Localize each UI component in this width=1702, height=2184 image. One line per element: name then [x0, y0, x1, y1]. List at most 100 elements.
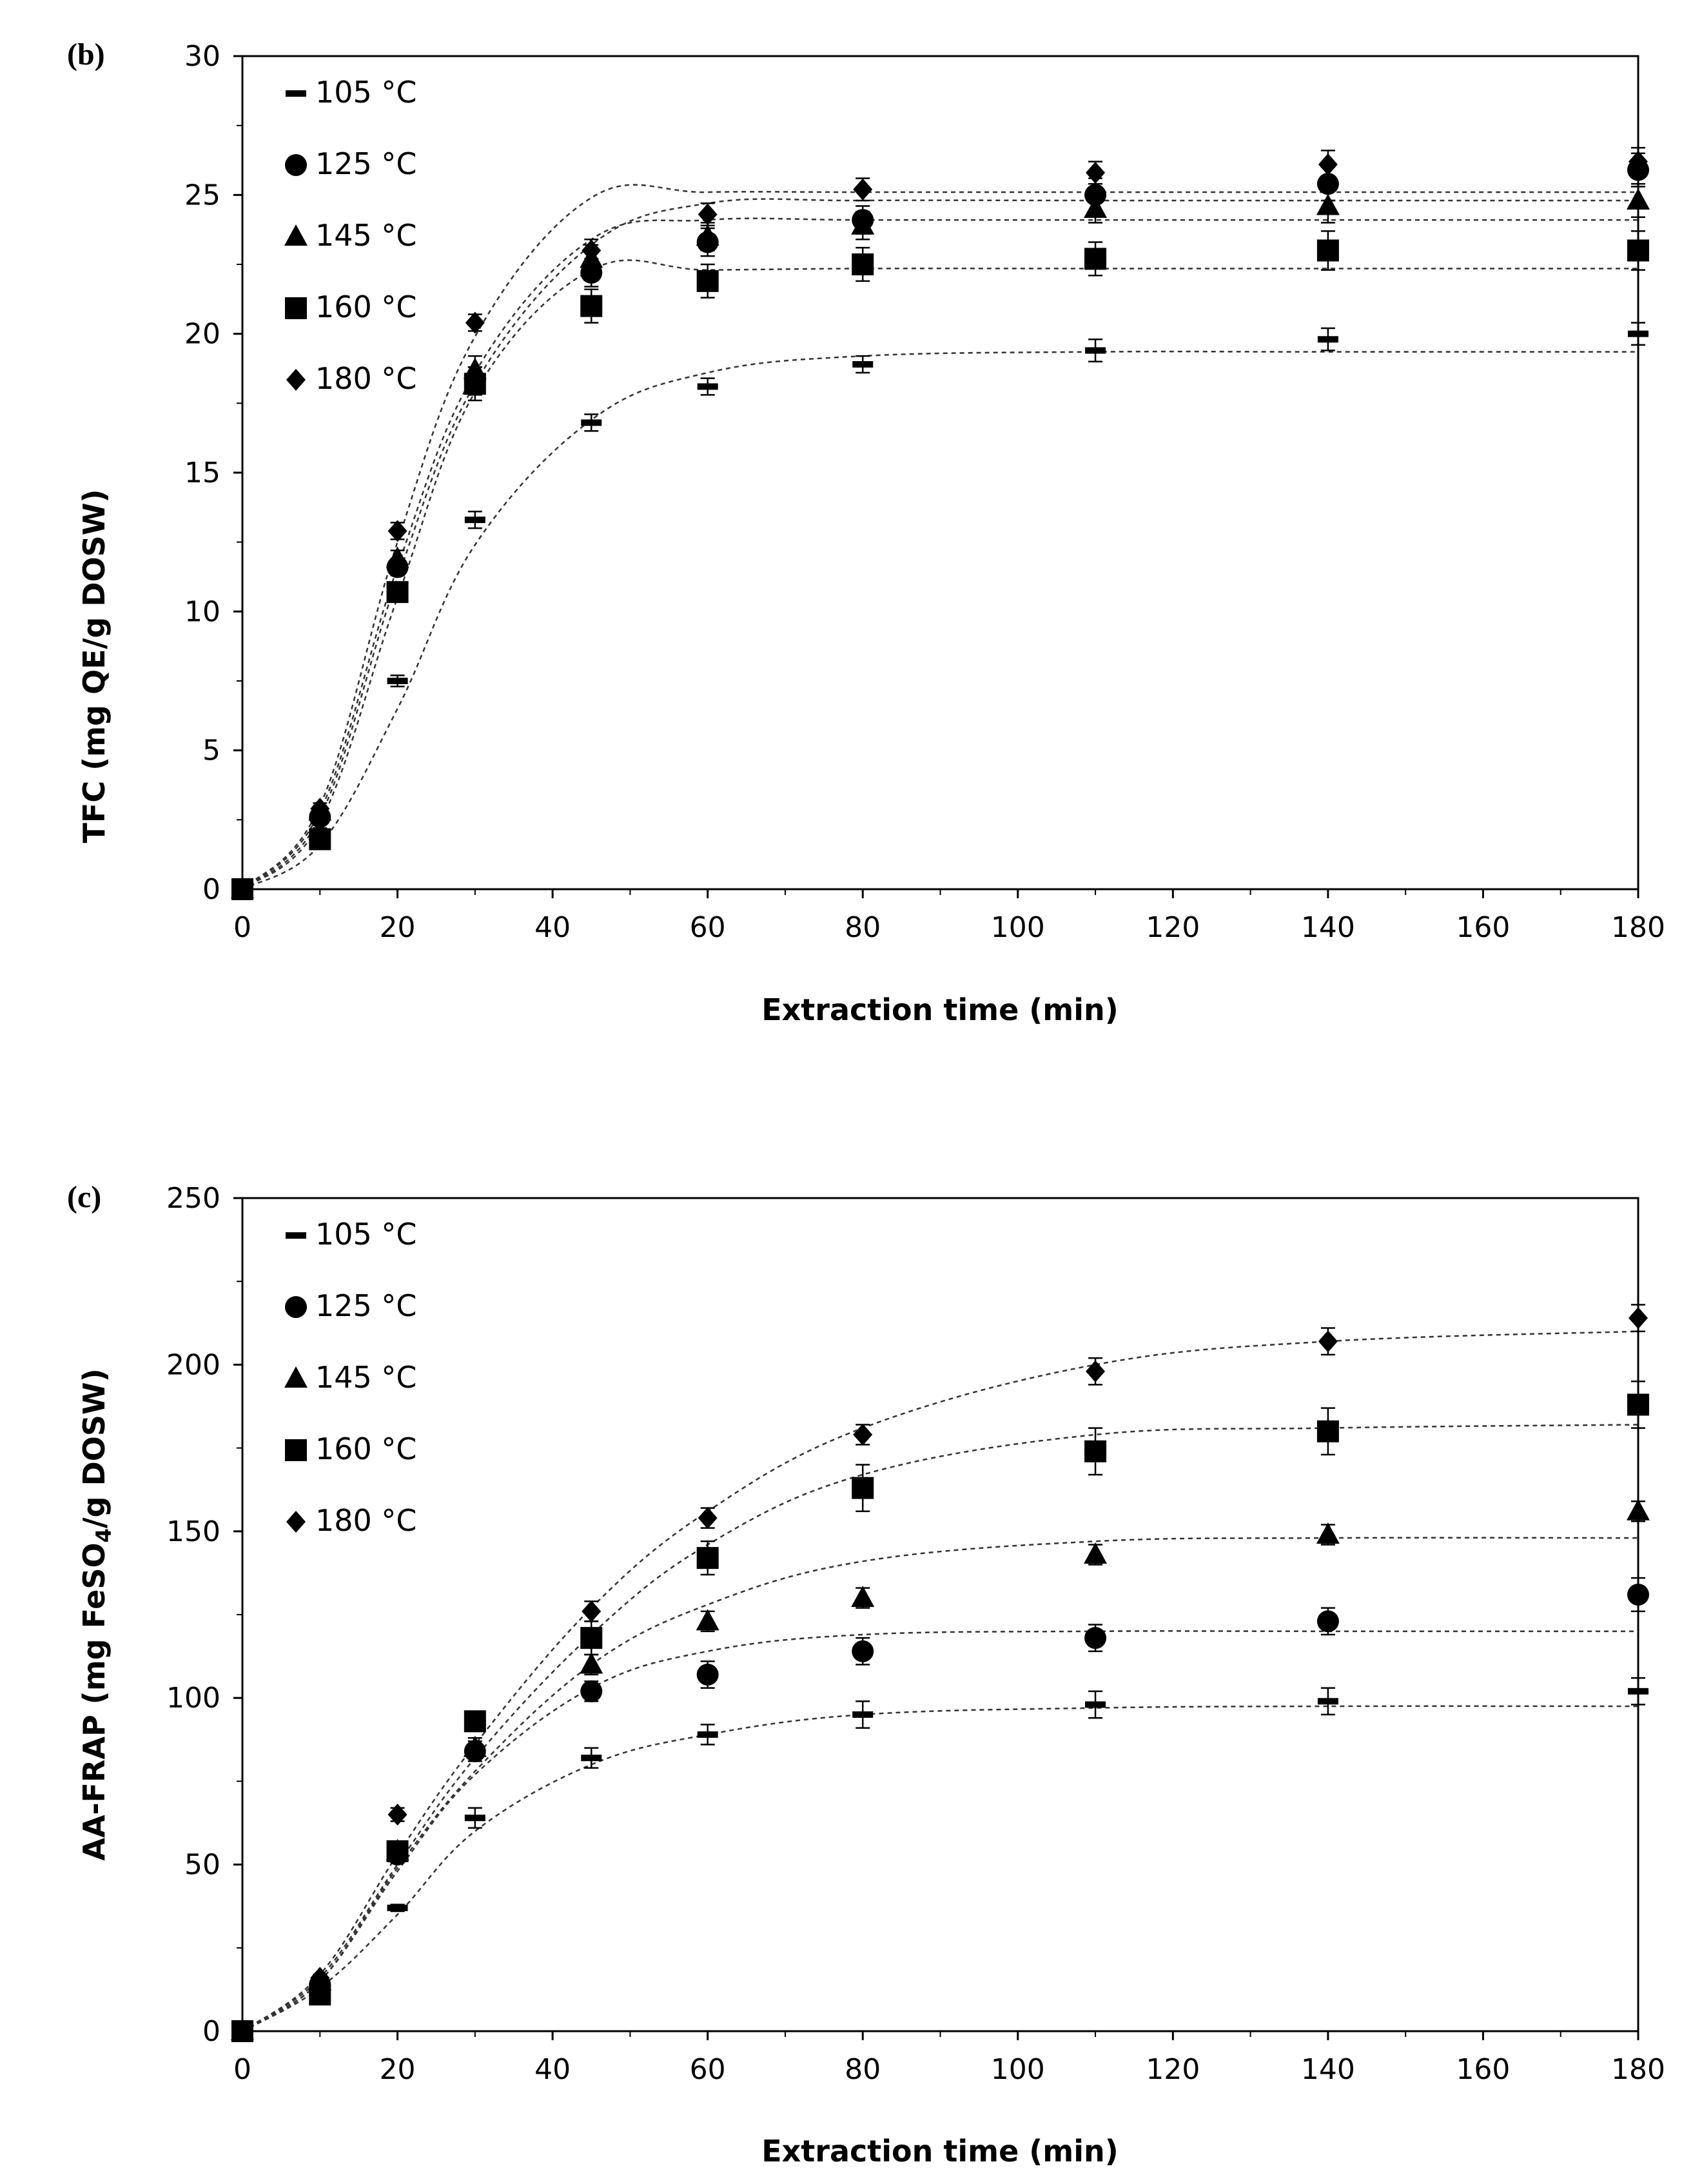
legend-label-145: 145 °C: [315, 1360, 417, 1395]
y-tick-label: 15: [184, 457, 220, 489]
data-point-105c: [581, 1755, 602, 1762]
x-tick-label: 180: [1611, 911, 1665, 944]
data-point-160c: [1084, 1440, 1107, 1462]
data-point-180c: [853, 1423, 873, 1446]
data-point-180c: [310, 1967, 330, 1989]
legend-marker-145: [284, 224, 308, 246]
legend-marker-105: [286, 90, 306, 97]
axis-ticks: 0 50 100 150 200 250 0 20 40 60 80 100 120 140 160 180: [166, 1182, 1665, 2086]
data-point-180c: [387, 1804, 407, 1826]
x-tick-label: 20: [380, 2053, 416, 2086]
fit-curves: [242, 184, 1638, 890]
data-point-125c: [852, 1640, 874, 1662]
y-axis-title: AA-FRAP (mg FeSO4/g DOSW): [77, 1368, 116, 1861]
data-point-160c: [1627, 1393, 1649, 1416]
x-tick-label: 140: [1301, 2053, 1355, 2086]
x-tick-label: 100: [991, 911, 1045, 944]
data-point-160c: [1084, 248, 1107, 270]
fit-curve-180: [242, 1330, 1639, 2032]
legend-label-125: 125 °C: [315, 1288, 417, 1323]
data-point-125c: [1084, 1627, 1107, 1649]
data-point-160c: [852, 1477, 874, 1499]
data-point-125c: [696, 1664, 719, 1686]
data-point-145c: [851, 1586, 875, 1608]
x-tick-label: 180: [1611, 2053, 1665, 2086]
x-axis-title: Extraction time (min): [761, 2134, 1119, 2169]
data-point-160c: [696, 270, 719, 292]
data-point-180c: [310, 798, 330, 820]
data-marks: [231, 1304, 1650, 2042]
data-point-105c: [581, 419, 602, 426]
data-point-145c: [851, 213, 875, 235]
legend-marker-145: [284, 1366, 308, 1388]
data-point-105c: [697, 383, 718, 390]
data-point-160c: [1627, 239, 1649, 262]
data-point-180c: [465, 311, 485, 334]
y-axis-title-sub: 4: [92, 1528, 116, 1542]
data-point-145c: [1627, 188, 1650, 210]
y-tick-label: 25: [184, 179, 220, 212]
x-tick-label: 60: [690, 2053, 726, 2086]
fit-curve-125: [242, 1630, 1638, 2032]
y-axis-title-tail: /g DOSW): [77, 1368, 112, 1528]
data-point-145c: [580, 1652, 603, 1674]
legend-label-145: 145 °C: [315, 218, 417, 253]
y-tick-label: 0: [202, 873, 220, 906]
data-point-180c: [582, 1600, 602, 1622]
x-tick-label: 0: [233, 2053, 251, 2086]
data-point-105c: [1317, 1698, 1338, 1705]
x-tick-label: 100: [991, 2053, 1045, 2086]
y-tick-label: 0: [202, 2015, 220, 2048]
x-tick-label: 60: [690, 911, 726, 944]
data-point-105c: [852, 361, 874, 368]
legend-label-180: 180 °C: [315, 361, 417, 396]
y-tick-label: 100: [166, 1682, 220, 1715]
fit-curve-160: [242, 259, 1638, 890]
data-point-180c: [1629, 1307, 1648, 1330]
y-tick-label: 10: [184, 595, 220, 628]
axis-ticks: 0 5 10 15 20 25 30 0 20 40 60 80 100 120 140 160 180: [184, 40, 1665, 944]
fit-curve-145: [242, 217, 1638, 890]
data-point-180c: [233, 878, 252, 900]
plot-frame: [241, 1197, 1639, 2032]
legend-label-125: 125 °C: [315, 146, 417, 181]
y-tick-label: 250: [166, 1182, 220, 1215]
fit-curve-160: [242, 1424, 1639, 2032]
data-point-105c: [852, 1711, 874, 1718]
x-tick-label: 80: [845, 911, 881, 944]
data-point-145c: [696, 224, 719, 246]
chart-panel-c: (c) 0 50 100 150 200 250 0 20 40 60 80 100 120 140 160…: [67, 1180, 1665, 2169]
data-point-180c: [387, 520, 407, 542]
data-point-125c: [1627, 1583, 1649, 1606]
data-point-145c: [1084, 1542, 1108, 1564]
data-point-105c: [1085, 1701, 1106, 1708]
legend-label-105: 105 °C: [315, 75, 417, 110]
data-point-145c: [696, 1609, 719, 1631]
data-point-160c: [1316, 239, 1339, 262]
legend-marker-160: [285, 297, 307, 319]
data-point-105c: [387, 1904, 408, 1911]
data-point-145c: [1316, 193, 1340, 215]
data-point-145c: [386, 546, 409, 568]
fit-curve-180: [242, 184, 1638, 890]
x-tick-label: 140: [1301, 911, 1355, 944]
legend-marker-180: [286, 1511, 306, 1533]
legend-label-160: 160 °C: [315, 290, 417, 324]
x-tick-label: 160: [1456, 911, 1510, 944]
data-point-180c: [1086, 161, 1106, 184]
y-axis-title-main: AA-FRAP (mg FeSO: [77, 1542, 112, 1860]
data-point-160c: [580, 295, 603, 317]
y-tick-label: 30: [184, 40, 220, 73]
data-point-180c: [853, 178, 873, 201]
legend-marker-125: [285, 154, 307, 176]
y-tick-label: 5: [202, 734, 220, 767]
data-point-105c: [1628, 1687, 1648, 1695]
legend-marker-180: [286, 369, 306, 391]
data-point-180c: [465, 1710, 485, 1733]
fit-curve-125: [242, 198, 1638, 890]
data-point-125c: [1316, 1610, 1339, 1633]
fit-curve-105: [242, 1705, 1639, 2032]
y-tick-label: 20: [184, 318, 220, 351]
legend-marker-160: [285, 1439, 307, 1461]
